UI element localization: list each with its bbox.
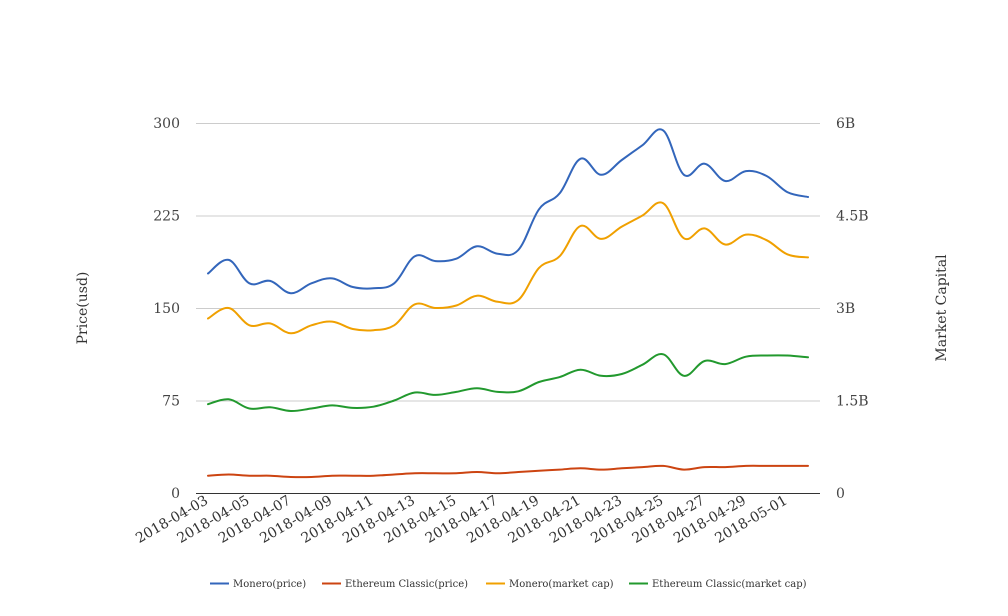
y-left-tick-label: 0 — [171, 486, 180, 502]
y-right-tick-label: 0 — [836, 486, 845, 502]
y-left-tick-label: 75 — [162, 394, 180, 410]
legend-item-ethereum-classic-price[interactable]: Ethereum Classic(price) — [322, 579, 468, 590]
y-axis-left-title: Price(usd) — [75, 272, 91, 345]
legend-label: Monero(market cap) — [509, 579, 614, 590]
series-line-ethereum-classic-market-cap — [207, 353, 809, 413]
y-left-tick-label: 150 — [153, 301, 180, 317]
gridlines — [196, 123, 820, 402]
legend-label: Ethereum Classic(price) — [345, 579, 468, 590]
right-y-axis-ticks: 0 1.5B 3B 4.5B 6B — [836, 116, 869, 502]
y-right-tick-label: 1.5B — [836, 394, 869, 410]
series-line-ethereum-classic-price — [207, 464, 809, 479]
y-left-tick-label: 225 — [153, 209, 180, 225]
legend: Monero(price) Ethereum Classic(price) Mone… — [210, 579, 807, 590]
legend-label: Ethereum Classic(market cap) — [652, 579, 807, 590]
legend-item-monero-price[interactable]: Monero(price) — [210, 579, 306, 590]
legend-item-monero-market-cap[interactable]: Monero(market cap) — [486, 579, 614, 590]
legend-item-ethereum-classic-market-cap[interactable]: Ethereum Classic(market cap) — [629, 579, 807, 590]
legend-label: Monero(price) — [233, 579, 306, 590]
x-axis-ticks: 2018-04-032018-04-052018-04-072018-04-09… — [133, 493, 790, 547]
series-lines — [207, 128, 809, 479]
series-line-monero-price — [207, 128, 809, 295]
y-right-tick-label: 6B — [836, 116, 855, 132]
y-right-tick-label: 4.5B — [836, 209, 869, 225]
left-y-axis-ticks: 0 75 150 225 300 — [153, 116, 180, 502]
series-line-monero-market-cap — [207, 201, 809, 335]
y-right-tick-label: 3B — [836, 301, 855, 317]
y-axis-right-title: Market Capital — [934, 254, 950, 362]
y-left-tick-label: 300 — [153, 116, 180, 132]
